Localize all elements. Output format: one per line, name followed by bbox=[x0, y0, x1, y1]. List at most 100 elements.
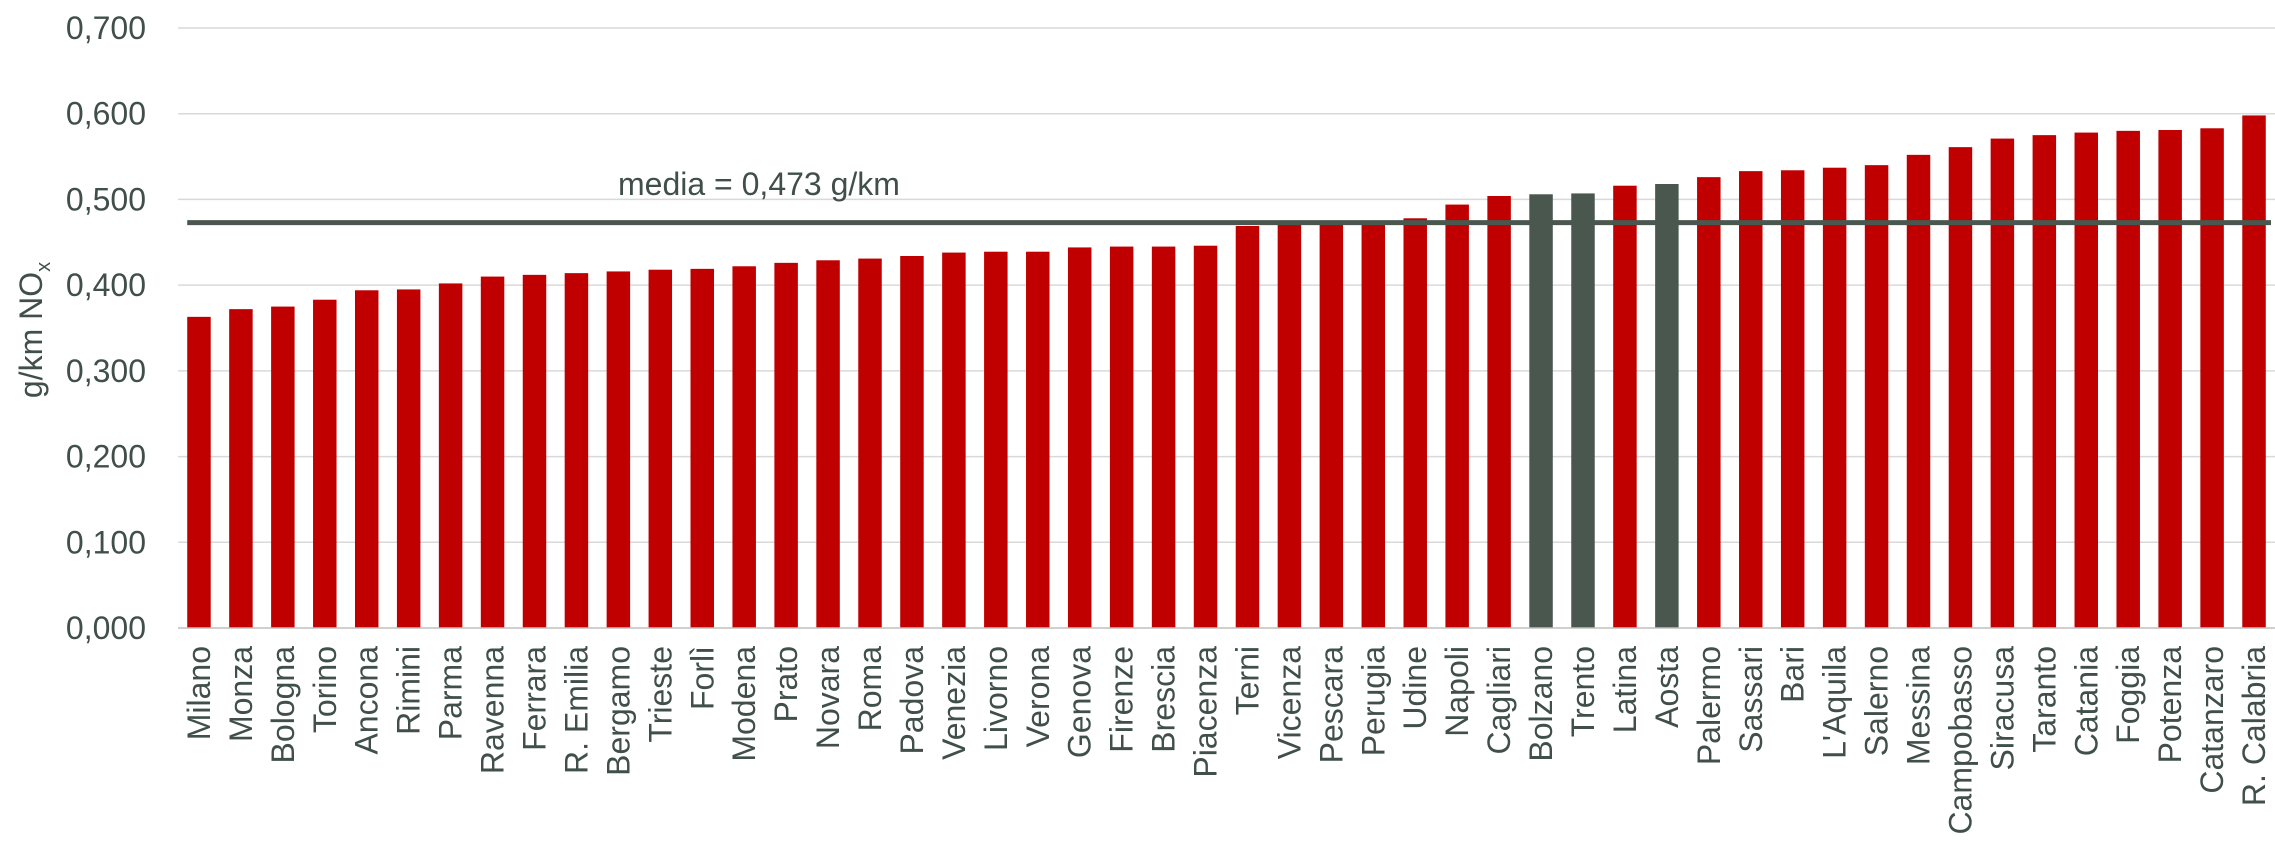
bar-vicenza bbox=[1277, 223, 1302, 628]
bar-palermo bbox=[1697, 177, 1721, 628]
bar-milano bbox=[187, 316, 211, 628]
bar-trento bbox=[1571, 193, 1595, 628]
x-tick-label: L'Aquila bbox=[1817, 646, 1853, 759]
x-tick-label: Brescia bbox=[1146, 646, 1182, 753]
y-tick-label: 0,500 bbox=[66, 181, 146, 217]
y-tick-label: 0,000 bbox=[66, 610, 146, 646]
y-axis-label-main: g/km NO bbox=[13, 272, 49, 398]
mean-line-group: media = 0,473 g/km bbox=[187, 166, 2271, 226]
x-tick-label: Trento bbox=[1565, 646, 1601, 737]
x-tick-label: Firenze bbox=[1104, 646, 1140, 753]
x-tick-label: Prato bbox=[768, 646, 804, 722]
x-tick-label: R. Calabria bbox=[2236, 646, 2272, 806]
x-tick-label: Verona bbox=[1020, 646, 1056, 748]
y-tick-label: 0,200 bbox=[66, 439, 146, 475]
bar-modena bbox=[732, 266, 756, 628]
x-tick-label: Novara bbox=[810, 646, 846, 749]
y-tick-label: 0,300 bbox=[66, 353, 146, 389]
bar-udine bbox=[1403, 218, 1427, 629]
bar-terni bbox=[1235, 226, 1260, 628]
x-tick-label: Ferrara bbox=[516, 646, 552, 751]
x-tick-label: Bologna bbox=[265, 646, 301, 764]
bar-foggia bbox=[2116, 130, 2140, 628]
x-tick-label: Foggia bbox=[2110, 646, 2146, 744]
x-tick-label: Rimini bbox=[391, 646, 427, 735]
x-tick-label: Venezia bbox=[936, 646, 972, 760]
bar-bari bbox=[1780, 170, 1805, 629]
bar-r-emilia bbox=[564, 273, 589, 628]
bar-ancona bbox=[354, 290, 379, 628]
x-tick-label: Salerno bbox=[1859, 646, 1895, 756]
x-tick-label: Ravenna bbox=[475, 646, 511, 774]
mean-label: media = 0,473 g/km bbox=[618, 166, 900, 202]
y-axis-label: g/km NOx bbox=[13, 262, 55, 398]
bar-ravenna bbox=[480, 276, 505, 628]
bar-taranto bbox=[2032, 135, 2057, 628]
bar-brescia bbox=[1151, 246, 1176, 629]
bar-roma bbox=[858, 258, 882, 628]
x-tick-label: Ancona bbox=[349, 646, 385, 755]
y-tick-label: 0,700 bbox=[66, 10, 146, 46]
x-tick-label: Forlì bbox=[684, 646, 720, 710]
x-tick-label: Livorno bbox=[978, 646, 1014, 751]
x-tick-label: Genova bbox=[1062, 646, 1098, 758]
axes: 0,000 0,100 0,200 0,300 0,400 0,500 0,600 0,700… bbox=[66, 10, 2275, 835]
x-tick-label: Siracusa bbox=[1984, 646, 2020, 771]
x-tick-label: Vicenza bbox=[1271, 646, 1307, 759]
x-tick-label: Potenza bbox=[2152, 646, 2188, 764]
bar-perugia bbox=[1361, 220, 1386, 628]
x-tick-label: Bergamo bbox=[600, 646, 636, 776]
bar-l-aquila bbox=[1822, 167, 1847, 628]
bar-catanzaro bbox=[2200, 128, 2224, 629]
x-tick-label: Modena bbox=[726, 646, 762, 762]
bar-sassari bbox=[1739, 171, 1763, 628]
x-tick-label: Piacenza bbox=[1188, 646, 1224, 778]
bar-ferrara bbox=[522, 274, 547, 628]
x-tick-label: Aosta bbox=[1649, 646, 1685, 728]
x-tick-label: R. Emilia bbox=[558, 646, 594, 774]
x-tick-label: Perugia bbox=[1355, 646, 1391, 757]
bar-prato bbox=[774, 262, 798, 628]
y-tick-label: 0,100 bbox=[66, 524, 146, 560]
bar-catania bbox=[2074, 132, 2099, 629]
bar-potenza bbox=[2158, 130, 2182, 628]
x-tick-label: Bolzano bbox=[1523, 646, 1559, 762]
x-tick-label: Parma bbox=[433, 646, 469, 740]
x-tick-label: Udine bbox=[1397, 646, 1433, 730]
x-tick-label: Latina bbox=[1607, 646, 1643, 733]
bar-venezia bbox=[942, 252, 966, 629]
bars bbox=[187, 115, 2266, 629]
y-tick-label: 0,600 bbox=[66, 96, 146, 132]
x-tick-label: Catanzaro bbox=[2194, 646, 2230, 794]
x-tick-label: Campobasso bbox=[1942, 646, 1978, 835]
bar-piacenza bbox=[1193, 245, 1218, 628]
y-tick-label: 0,400 bbox=[66, 267, 146, 303]
bar-verona bbox=[1026, 251, 1050, 628]
x-tick-label: Cagliari bbox=[1481, 646, 1517, 754]
x-tick-label: Taranto bbox=[2026, 646, 2062, 753]
x-tick-label: Napoli bbox=[1439, 646, 1475, 737]
bar-r-calabria bbox=[2242, 115, 2266, 628]
bar-cagliari bbox=[1487, 196, 1511, 628]
x-tick-label: Sassari bbox=[1733, 646, 1769, 753]
bar-parma bbox=[438, 283, 463, 628]
bar-trieste bbox=[648, 269, 673, 628]
x-tick-label: Catania bbox=[2068, 646, 2104, 757]
x-tick-label: Pescara bbox=[1313, 646, 1349, 764]
bar-aosta bbox=[1655, 184, 1679, 628]
bar-bolzano bbox=[1529, 194, 1553, 629]
x-tick-label: Torino bbox=[307, 646, 343, 733]
bar-latina bbox=[1613, 185, 1637, 628]
bar-bergamo bbox=[606, 271, 631, 628]
x-tick-label: Palermo bbox=[1691, 646, 1727, 765]
y-axis-label-subscript: x bbox=[33, 262, 55, 272]
bar-livorno bbox=[984, 251, 1008, 628]
bar-genova bbox=[1067, 247, 1092, 628]
x-tick-label: Monza bbox=[223, 646, 259, 742]
bar-padova bbox=[900, 256, 924, 628]
bar-messina bbox=[1906, 154, 1931, 628]
x-tick-label: Padova bbox=[894, 646, 930, 755]
bar-firenze bbox=[1109, 246, 1134, 629]
